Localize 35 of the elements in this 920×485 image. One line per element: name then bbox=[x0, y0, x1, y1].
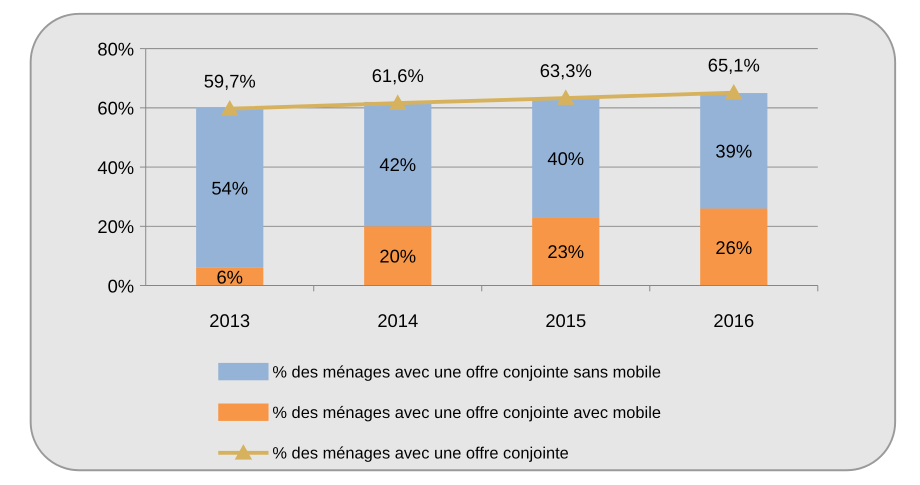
bar bbox=[700, 93, 768, 209]
data-label: 39% bbox=[715, 140, 752, 162]
y-tick-label: 20% bbox=[97, 216, 134, 238]
bar bbox=[364, 226, 432, 286]
data-label: 20% bbox=[379, 246, 416, 267]
x-tick-label: 2013 bbox=[209, 310, 250, 332]
bar bbox=[700, 208, 768, 286]
y-tick-label: 60% bbox=[97, 98, 134, 119]
bar bbox=[532, 98, 600, 218]
point bbox=[557, 89, 574, 105]
point bbox=[389, 94, 406, 110]
legend-label: % des ménages avec une offre conjointe avec mobile bbox=[272, 404, 661, 422]
y-tick-label: 40% bbox=[97, 156, 134, 178]
legend-label: % des ménages avec une offre conjointe sans mobile bbox=[272, 363, 661, 382]
y-tick-label: 80% bbox=[97, 38, 134, 60]
data-label: 65,1% bbox=[708, 54, 760, 76]
point bbox=[221, 100, 238, 116]
x-tick-label: 2016 bbox=[713, 310, 754, 332]
bar bbox=[196, 108, 264, 268]
data-label: 6% bbox=[216, 266, 244, 288]
data-label: 23% bbox=[547, 241, 584, 262]
data-label: 63,3% bbox=[540, 60, 592, 81]
bar bbox=[532, 217, 600, 286]
y-tick-label: 0% bbox=[108, 275, 134, 296]
x-tick-label: 2015 bbox=[545, 310, 586, 332]
data-label: 40% bbox=[547, 148, 584, 169]
x-tick-label: 2014 bbox=[377, 310, 418, 332]
point bbox=[725, 84, 742, 100]
data-label: 61,6% bbox=[372, 64, 424, 86]
legend-label: % des ménages avec une offre conjointe bbox=[272, 444, 569, 463]
data-label: 42% bbox=[379, 154, 416, 175]
bar bbox=[364, 102, 432, 226]
data-label: 59,7% bbox=[204, 70, 256, 92]
data-label: 26% bbox=[715, 236, 752, 258]
data-label: 54% bbox=[211, 178, 248, 199]
